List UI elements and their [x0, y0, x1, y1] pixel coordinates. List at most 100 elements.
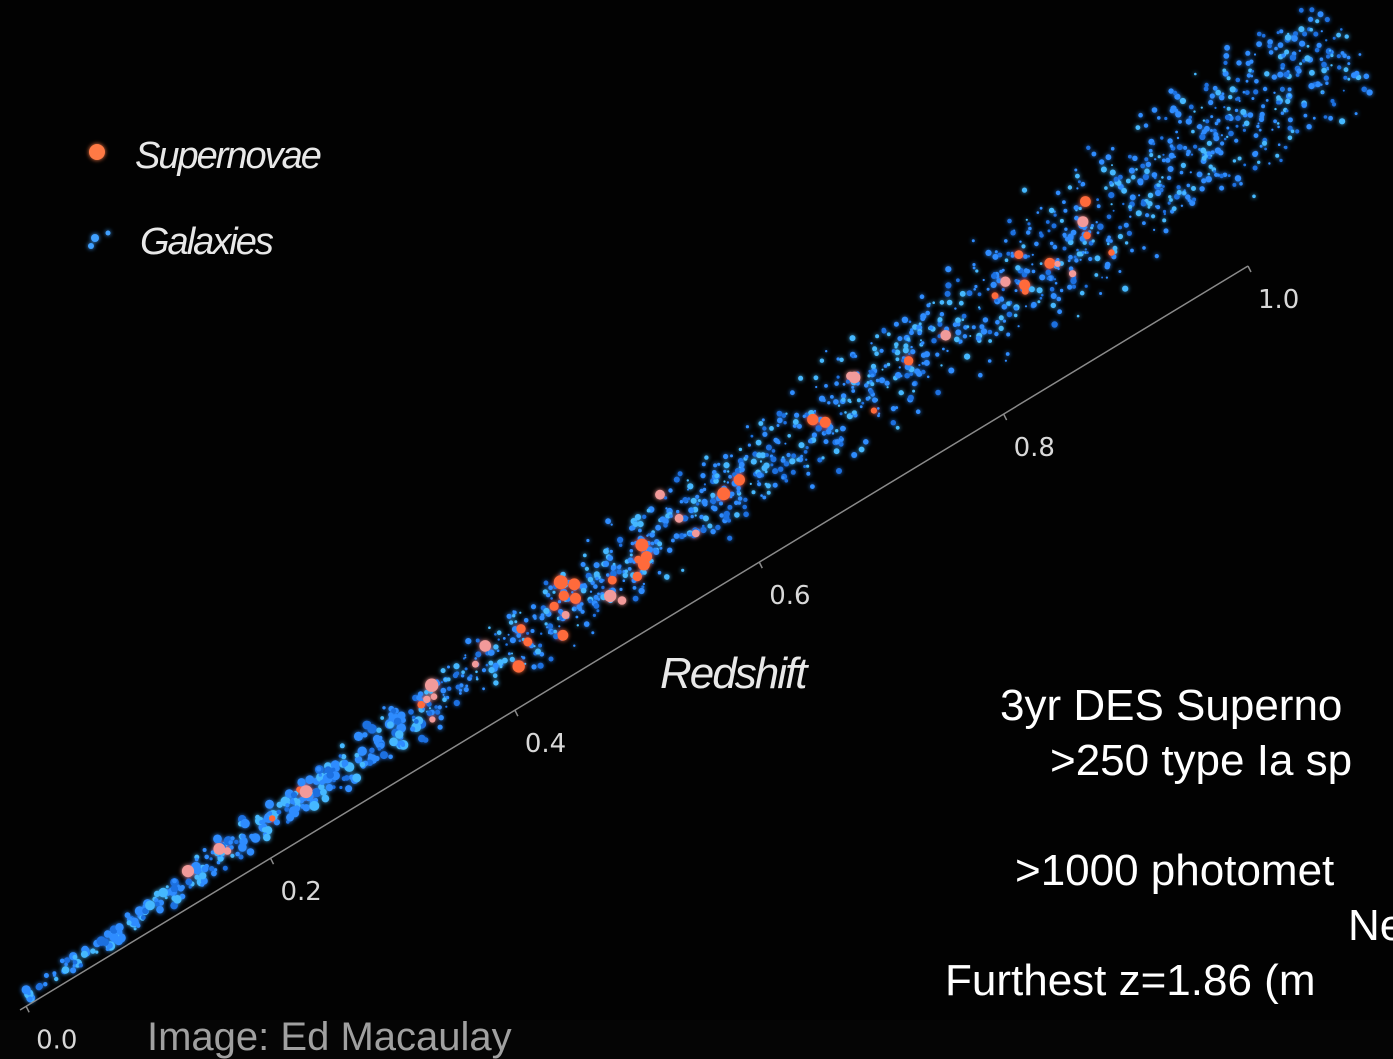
galaxy-dot [961, 313, 967, 319]
galaxy-dot [610, 566, 616, 571]
galaxy-dot [827, 401, 831, 405]
galaxy-dot [382, 706, 386, 710]
galaxy-dot [460, 674, 465, 678]
galaxy-dot [761, 418, 765, 422]
galaxy-dot [794, 412, 800, 418]
image-credit: Image: Ed Macaulay [147, 1015, 512, 1059]
galaxy-dot [1160, 136, 1164, 140]
galaxy-dot [606, 573, 610, 577]
galaxy-dot [290, 791, 298, 799]
note-line: >1000 photomet [1015, 846, 1334, 895]
galaxy-dot [1276, 100, 1281, 105]
galaxy-dot [1216, 91, 1219, 94]
galaxy-dot [646, 534, 649, 537]
tick-mark [758, 561, 763, 569]
galaxy-dot [453, 663, 460, 670]
galaxy-dot [1180, 204, 1184, 207]
galaxy-dot [723, 453, 729, 460]
galaxy-dot [750, 458, 757, 465]
galaxy-dot [286, 814, 294, 822]
supernova-dot [561, 611, 570, 619]
galaxy-dot [548, 585, 553, 590]
galaxy-dot [1289, 54, 1297, 61]
galaxy-dot [973, 288, 976, 291]
galaxy-dot [1207, 172, 1211, 176]
galaxy-dot [238, 854, 244, 860]
galaxy-dot [1298, 49, 1302, 52]
galaxy-dot [699, 488, 704, 494]
galaxy-dot [979, 324, 985, 330]
galaxy-dot [995, 299, 998, 303]
galaxy-dot [1031, 263, 1034, 266]
galaxy-dot [683, 533, 687, 537]
galaxy-dot [1224, 114, 1231, 121]
galaxy-dot [1174, 193, 1180, 200]
galaxy-dot [603, 548, 609, 555]
supernova-dot [516, 624, 526, 634]
galaxy-dot [946, 349, 949, 353]
galaxy-dot [682, 515, 689, 522]
galaxy-dot [850, 413, 853, 416]
tick-label: 0.2 [281, 877, 322, 907]
galaxy-dot [180, 885, 185, 890]
galaxy-dot [1325, 39, 1328, 42]
galaxy-dot [1194, 72, 1197, 76]
galaxy-dot [1147, 201, 1153, 207]
galaxy-dot [1034, 241, 1039, 247]
galaxy-dot [1145, 161, 1152, 168]
galaxy-dot [442, 693, 445, 696]
galaxy-dot [265, 799, 274, 809]
galaxy-dot [1174, 93, 1181, 100]
galaxy-dot [509, 656, 515, 663]
galaxy-dot [447, 686, 452, 691]
galaxy-dot [1167, 201, 1171, 205]
galaxy-dot [1224, 44, 1230, 51]
galaxy-dot [1302, 31, 1308, 37]
galaxy-dot [710, 528, 716, 535]
galaxy-dot [445, 695, 450, 700]
galaxy-dot [756, 452, 762, 459]
galaxy-dot [1210, 150, 1215, 155]
legend-label: Supernovae [135, 135, 321, 177]
galaxy-dot [1199, 186, 1205, 192]
galaxy-dot [1257, 160, 1261, 164]
galaxy-dot [1074, 258, 1079, 263]
galaxy-dot [571, 591, 574, 594]
galaxy-dot [1277, 143, 1281, 146]
galaxy-dot [1170, 105, 1177, 112]
supernova-dot [674, 513, 684, 523]
galaxy-dot [632, 586, 637, 590]
galaxy-dot [1342, 89, 1345, 92]
legend-marker-supernovae [89, 144, 105, 160]
galaxy-dot [764, 470, 768, 474]
galaxy-dot [726, 481, 730, 484]
galaxy-dot [821, 456, 825, 460]
galaxy-dot [465, 684, 469, 688]
galaxy-dot [890, 406, 897, 412]
galaxy-dot [72, 954, 78, 960]
galaxy-dot [354, 753, 360, 758]
galaxy-dot [811, 432, 818, 438]
galaxy-dot [1037, 300, 1041, 304]
galaxy-dot [695, 502, 700, 506]
galaxy-dot [488, 660, 494, 666]
galaxy-dot [909, 372, 913, 376]
galaxy-dot [229, 845, 234, 850]
galaxy-dot [798, 375, 804, 381]
galaxy-dot [1131, 174, 1136, 180]
galaxy-dot [539, 615, 545, 621]
galaxy-dot [1094, 273, 1099, 277]
galaxy-dot [610, 523, 613, 526]
galaxy-dot [851, 389, 856, 393]
galaxy-dot [1068, 266, 1074, 271]
galaxy-dot [589, 590, 593, 593]
galaxy-dot [173, 895, 182, 904]
galaxy-dot [201, 865, 209, 873]
galaxy-dot [153, 890, 161, 898]
galaxy-dot [650, 541, 655, 546]
galaxy-dot [1095, 221, 1098, 224]
galaxy-dot [1005, 352, 1010, 356]
galaxy-dot [126, 920, 132, 926]
galaxy-dot [872, 346, 878, 352]
galaxy-dot [1222, 68, 1227, 73]
